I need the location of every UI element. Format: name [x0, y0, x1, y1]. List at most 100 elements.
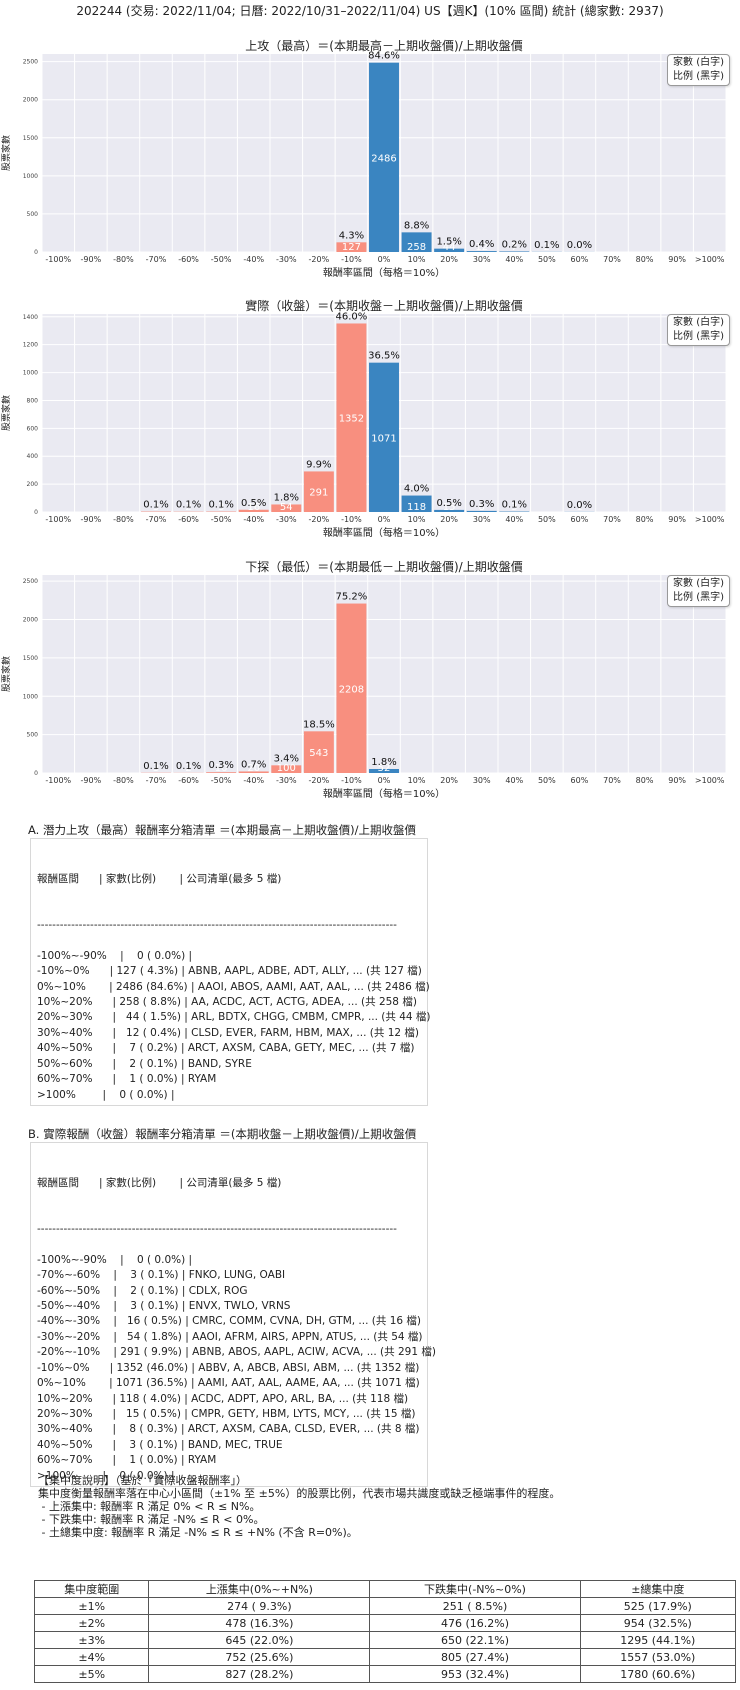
list-item: 20%~30% | 15 ( 0.5%) | CMPR, GETY, HBM, …: [37, 1407, 416, 1420]
x-tick-label: 30%: [473, 776, 491, 785]
table-row: ±4% 752 (25.6%) 805 (27.4%) 1557 (53.0%): [33, 1648, 737, 1666]
chart-title: 實際（收盤）＝(本期收盤－上期收盤價)/上期收盤價: [245, 298, 522, 313]
bar-percent-label: 18.5%: [303, 719, 335, 730]
bar-percent-label: 9.9%: [306, 459, 331, 470]
legend-line-ratio: 比例 (黑字): [673, 71, 724, 82]
bar-percent-label: 0.1%: [208, 500, 233, 511]
y-tick-label: 500: [27, 211, 39, 218]
table-cell: 274 ( 9.3%): [148, 1597, 371, 1615]
list-item: 20%~30% | 44 ( 1.5%) | ARL, BDTX, CHGG, …: [37, 1011, 431, 1024]
bar-percent-label: 0.5%: [436, 498, 461, 509]
y-axis-label: 股票家數: [0, 395, 12, 431]
list-item: 40%~50% | 3 ( 0.1%) | BAND, MEC, TRUE: [37, 1438, 283, 1451]
y-tick-label: 400: [27, 453, 39, 460]
bar-count-label: 2208: [339, 684, 364, 695]
table-cell: 478 (16.3%): [148, 1614, 371, 1632]
x-tick-label: 0%: [378, 776, 391, 785]
x-tick-label: 50%: [538, 515, 556, 524]
bar-percent-label: 0.7%: [241, 759, 266, 770]
bar-count-label: 20: [247, 763, 260, 774]
x-tick-label: 80%: [636, 515, 654, 524]
bar-percent-label: 0.1%: [143, 761, 168, 772]
bar-count-label: 7: [511, 242, 517, 253]
bar: [238, 509, 269, 512]
list-item: >100% | 0 ( 0.0%) |: [37, 1469, 175, 1482]
y-tick-label: 1500: [23, 655, 38, 662]
x-tick-label: 60%: [571, 515, 589, 524]
x-tick-label: -90%: [81, 255, 102, 264]
bar-percent-label: 0.0%: [567, 240, 592, 251]
list-item: 0%~10% | 2486 (84.6%) | AAOI, ABOS, AAMI…: [37, 980, 430, 993]
bar-count-label: 8: [479, 502, 485, 513]
x-tick-label: 90%: [668, 255, 686, 264]
bar: [401, 495, 432, 512]
x-tick-label: -80%: [113, 255, 134, 264]
table-cell: 953 (32.4%): [369, 1665, 581, 1683]
section-a-list: 報酬區間 | 家數(比例) | 公司清單(最多 5 檔) -----------…: [30, 838, 431, 1106]
list-item: 30%~40% | 8 ( 0.3%) | ARCT, AXSM, CABA, …: [37, 1423, 420, 1436]
list-header: 報酬區間 | 家數(比例) | 公司清單(最多 5 檔): [37, 1176, 282, 1189]
x-tick-label: -40%: [243, 776, 264, 785]
plot-area: [42, 575, 726, 773]
bar-percent-label: 84.6%: [368, 51, 400, 62]
bar: [369, 362, 399, 512]
bar-count-label: 1: [576, 242, 582, 253]
table-cell: 1557 (53.0%): [579, 1648, 737, 1666]
table-cell: 251 ( 8.5%): [369, 1597, 581, 1615]
bar-count-label: 2: [185, 502, 191, 513]
bar: [434, 248, 465, 252]
bar-percent-label: 0.2%: [502, 239, 527, 250]
x-tick-label: 80%: [636, 776, 654, 785]
x-tick-label: -50%: [211, 255, 232, 264]
y-tick-label: 2000: [23, 617, 38, 624]
bar-count-label: 3: [153, 763, 159, 774]
concentration-item-total: - 土總集中度: 報酬率 R 滿足 -N% ≤ R ≤ +N% (不含 R=0%…: [38, 1526, 358, 1539]
y-tick-label: 1000: [23, 173, 38, 180]
x-tick-label: 90%: [668, 515, 686, 524]
chart-downside-low: 下探（最低）＝(本期最低－上期收盤價)/上期收盤價050010001500200…: [0, 560, 727, 800]
table-cell: 476 (16.2%): [369, 1614, 581, 1632]
x-tick-label: >100%: [695, 776, 725, 785]
bar-percent-label: 8.8%: [404, 220, 429, 231]
bar: [271, 765, 302, 773]
x-tick-label: 60%: [571, 255, 589, 264]
x-tick-label: -70%: [146, 515, 167, 524]
list-item: -100%~-90% | 0 ( 0.0%) |: [37, 949, 193, 962]
bar-percent-label: 0.0%: [567, 500, 592, 511]
table-cell: 752 (25.6%): [148, 1648, 371, 1666]
x-tick-label: 60%: [571, 776, 589, 785]
y-tick-label: 600: [27, 425, 39, 432]
table-row: ±3% 645 (22.0%) 650 (22.1%) 1295 (44.1%): [33, 1631, 737, 1649]
bar-percent-label: 0.4%: [469, 239, 494, 250]
bar-count-label: 127: [342, 242, 361, 253]
y-tick-label: 1500: [23, 135, 38, 142]
bar: [401, 232, 432, 252]
list-item: -10%~0% | 1352 (46.0%) | ABBV, A, ABCB, …: [37, 1361, 420, 1374]
x-tick-label: -80%: [113, 515, 134, 524]
x-tick-label: 70%: [603, 515, 621, 524]
bar-count-label: 1: [576, 502, 582, 513]
bar: [206, 772, 237, 773]
bar-count-label: 16: [247, 502, 260, 513]
bar-percent-label: 0.1%: [534, 240, 559, 251]
x-tick-label: -50%: [211, 515, 232, 524]
x-tick-label: -60%: [178, 776, 199, 785]
bar-percent-label: 0.3%: [469, 499, 494, 510]
y-tick-label: 1400: [23, 314, 38, 321]
list-item: -20%~-10% | 291 ( 9.9%) | ABNB, ABOS, AA…: [37, 1346, 436, 1359]
x-tick-label: 0%: [378, 515, 391, 524]
concentration-item-up: - 上漲集中: 報酬率 R 滿足 0% < R ≤ N%。: [38, 1500, 261, 1513]
bar: [499, 251, 530, 252]
x-tick-label: -20%: [309, 255, 330, 264]
bar-count-label: 543: [309, 748, 328, 759]
y-tick-label: 0: [34, 249, 38, 256]
x-tick-label: -80%: [113, 776, 134, 785]
bar-percent-label: 0.3%: [208, 760, 233, 771]
x-tick-label: -60%: [178, 515, 199, 524]
concentration-desc: 集中度衡量報酬率落在中心小區間（±1% 至 ±5%）的股票比例，代表市場共識度或…: [38, 1487, 561, 1500]
bar-count-label: 15: [443, 502, 456, 513]
bar-percent-label: 3.4%: [274, 753, 299, 764]
concentration-notes: 【集中度說明】（基於「實際收盤報酬率」） 集中度衡量報酬率落在中心小區間（±1%…: [38, 1474, 560, 1539]
bar-count-label: 3: [511, 502, 517, 513]
x-tick-label: 20%: [440, 776, 458, 785]
